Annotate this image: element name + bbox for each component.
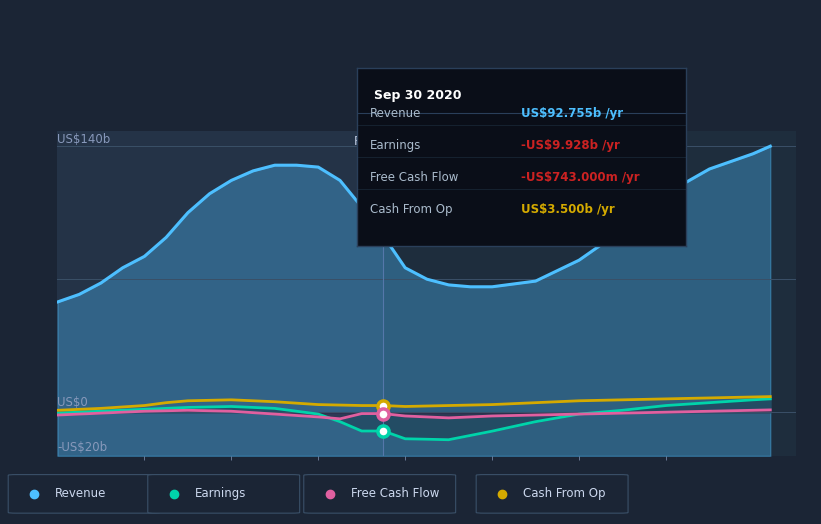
Text: US$140b: US$140b [57,133,111,146]
Text: -US$743.000m /yr: -US$743.000m /yr [521,171,640,184]
Text: Earnings: Earnings [195,487,246,500]
Text: Free Cash Flow: Free Cash Flow [370,171,459,184]
FancyBboxPatch shape [476,475,628,513]
Text: Past: Past [354,135,380,148]
Text: US$92.755b /yr: US$92.755b /yr [521,107,623,120]
Text: Cash From Op: Cash From Op [370,203,452,216]
Text: Earnings: Earnings [370,139,422,152]
Text: -US$9.928b /yr: -US$9.928b /yr [521,139,620,152]
Bar [57,131,383,456]
Text: Analysts Forecasts: Analysts Forecasts [388,135,505,148]
FancyBboxPatch shape [304,475,456,513]
Text: Sep 30 2020: Sep 30 2020 [374,90,461,103]
FancyBboxPatch shape [8,475,160,513]
Text: US$0: US$0 [57,396,88,409]
FancyBboxPatch shape [148,475,300,513]
Text: Free Cash Flow: Free Cash Flow [351,487,439,500]
Text: US$3.500b /yr: US$3.500b /yr [521,203,615,216]
Text: Revenue: Revenue [55,487,107,500]
Text: -US$20b: -US$20b [57,441,108,454]
Text: Cash From Op: Cash From Op [523,487,605,500]
Text: Revenue: Revenue [370,107,422,120]
